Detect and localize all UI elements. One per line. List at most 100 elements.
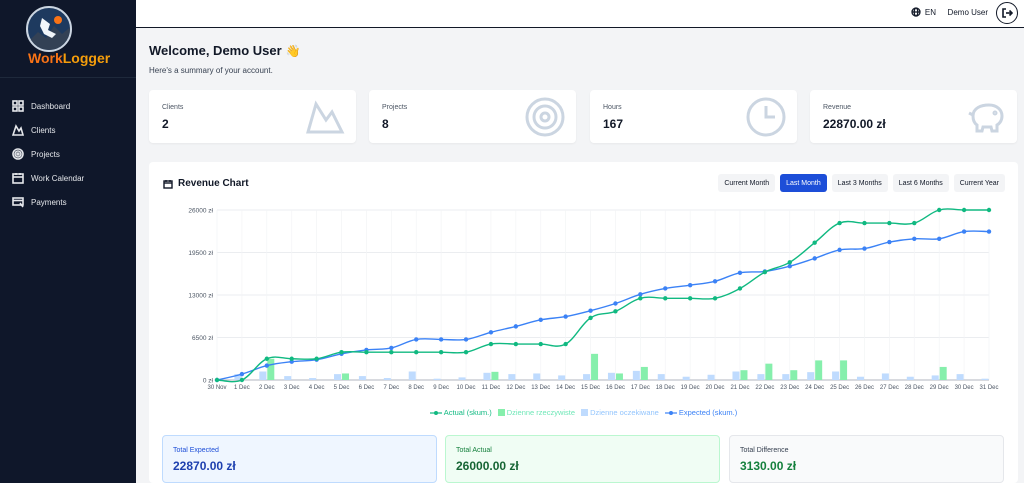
line-marker-icon — [664, 410, 677, 415]
point-actual — [638, 296, 643, 301]
point-actual — [563, 341, 568, 347]
bar-daily-expected — [234, 374, 242, 380]
point-actual — [837, 220, 842, 226]
mountain-icon — [12, 124, 24, 136]
stat-value: 22870.00 zł — [823, 117, 886, 131]
language-switcher[interactable]: EN — [911, 7, 936, 17]
x-tick-label: 7 Dec — [383, 385, 399, 391]
x-tick-label: 2 Dec — [259, 385, 275, 391]
x-tick-label: 31 Dec — [979, 385, 998, 391]
point-actual — [663, 296, 668, 301]
point-actual — [588, 315, 593, 321]
grid-icon — [12, 100, 24, 112]
point-expected — [488, 330, 494, 335]
wave-emoji: 👋 — [285, 44, 301, 58]
x-tick-label: 30 Dec — [955, 385, 974, 391]
legend-item-daily-expected[interactable]: Dzienne oczekiwane — [581, 408, 659, 417]
point-actual — [364, 350, 369, 355]
point-expected — [712, 279, 718, 284]
sidebar-item-label: Dashboard — [31, 101, 71, 111]
logo[interactable]: WorkLogger — [0, 0, 136, 78]
point-actual — [862, 220, 867, 226]
chart-title: Revenue Chart — [163, 178, 249, 189]
welcome-text: Welcome, Demo User — [149, 43, 282, 58]
range-last-3-months-button[interactable]: Last 3 Months — [831, 174, 888, 192]
x-tick-label: 19 Dec — [681, 385, 700, 391]
x-tick-label: 4 Dec — [309, 385, 325, 391]
bar-daily-expected — [931, 375, 939, 380]
point-expected — [687, 282, 693, 288]
stat-label: Revenue — [823, 104, 852, 111]
bar-daily-expected — [583, 374, 591, 380]
bar-daily-expected — [508, 374, 516, 380]
bar-daily-expected — [358, 376, 366, 380]
x-tick-label: 13 Dec — [531, 385, 550, 391]
revenue-chart: 0 zł 6500 zł 13000 zł 19500 zł 26000 zł 30 No… — [188, 207, 998, 392]
legend-item-actual[interactable]: Actual (skum.) — [429, 408, 492, 417]
point-expected — [862, 246, 867, 251]
point-expected — [737, 270, 743, 275]
point-expected — [936, 236, 942, 241]
bar-daily-expected — [832, 371, 840, 380]
legend-item-daily-actual[interactable]: Dzienne rzeczywiste — [497, 408, 575, 417]
point-expected — [588, 308, 593, 313]
point-expected — [986, 229, 992, 234]
sidebar-item-payments[interactable]: Payments — [0, 190, 136, 214]
bar-daily-expected — [408, 371, 416, 380]
range-current-year-button[interactable]: Current Year — [953, 174, 1005, 192]
bar-daily-expected — [533, 373, 541, 380]
point-actual — [264, 356, 270, 361]
logo-text: WorkLogger — [28, 50, 110, 66]
point-actual — [812, 240, 817, 245]
user-name[interactable]: Demo User — [947, 8, 988, 17]
logout-button[interactable] — [996, 2, 1018, 24]
calendar-icon — [12, 172, 24, 184]
bar-daily-expected — [856, 376, 864, 380]
mountain-icon — [304, 96, 346, 138]
bar-daily-expected — [881, 373, 889, 380]
x-tick-label: 1 Dec — [234, 385, 250, 391]
bar-daily-expected — [607, 372, 615, 380]
total-label: Total Expected — [173, 447, 219, 454]
bar-daily-expected — [782, 374, 790, 380]
stat-card-clients: Clients 2 — [149, 90, 356, 143]
range-current-month-button[interactable]: Current Month — [718, 174, 776, 192]
point-actual — [314, 356, 319, 361]
range-last-month-button[interactable]: Last Month — [780, 174, 827, 192]
bar-daily-expected — [707, 374, 715, 380]
bar-daily-expected — [657, 374, 665, 380]
point-actual — [389, 350, 394, 355]
total-value: 26000.00 zł — [456, 459, 519, 473]
logo-text-work: Work — [28, 50, 63, 66]
bar-daily-actual — [840, 360, 848, 380]
x-tick-label: 9 Dec — [433, 385, 449, 391]
legend-item-expected[interactable]: Expected (skum.) — [664, 408, 737, 417]
total-value: 22870.00 zł — [173, 459, 236, 473]
point-actual — [463, 350, 469, 355]
chart-title-text: Revenue Chart — [178, 178, 249, 189]
point-actual — [961, 207, 967, 213]
point-expected — [961, 229, 967, 234]
sidebar-item-projects[interactable]: Projects — [0, 142, 136, 166]
point-actual — [986, 207, 992, 213]
target-icon — [524, 96, 566, 138]
x-tick-label: 26 Dec — [855, 385, 874, 391]
bar-daily-expected — [309, 378, 317, 380]
point-expected — [513, 324, 519, 329]
sidebar-item-clients[interactable]: Clients — [0, 118, 136, 142]
bar-daily-expected — [757, 374, 765, 380]
sidebar-item-label: Payments — [31, 197, 67, 207]
x-tick-label: 27 Dec — [880, 385, 899, 391]
sidebar-item-work-calendar[interactable]: Work Calendar — [0, 166, 136, 190]
bar-daily-expected — [558, 375, 566, 380]
point-actual — [538, 341, 543, 347]
bar-daily-expected — [483, 372, 491, 380]
x-tick-label: 17 Dec — [631, 385, 650, 391]
range-last-6-months-button[interactable]: Last 6 Months — [892, 174, 949, 192]
bar-daily-expected — [956, 374, 964, 380]
point-expected — [837, 247, 842, 253]
point-expected — [812, 256, 817, 261]
sidebar-item-dashboard[interactable]: Dashboard — [0, 94, 136, 118]
point-expected — [613, 301, 618, 306]
piggy-bank-icon — [965, 96, 1007, 138]
